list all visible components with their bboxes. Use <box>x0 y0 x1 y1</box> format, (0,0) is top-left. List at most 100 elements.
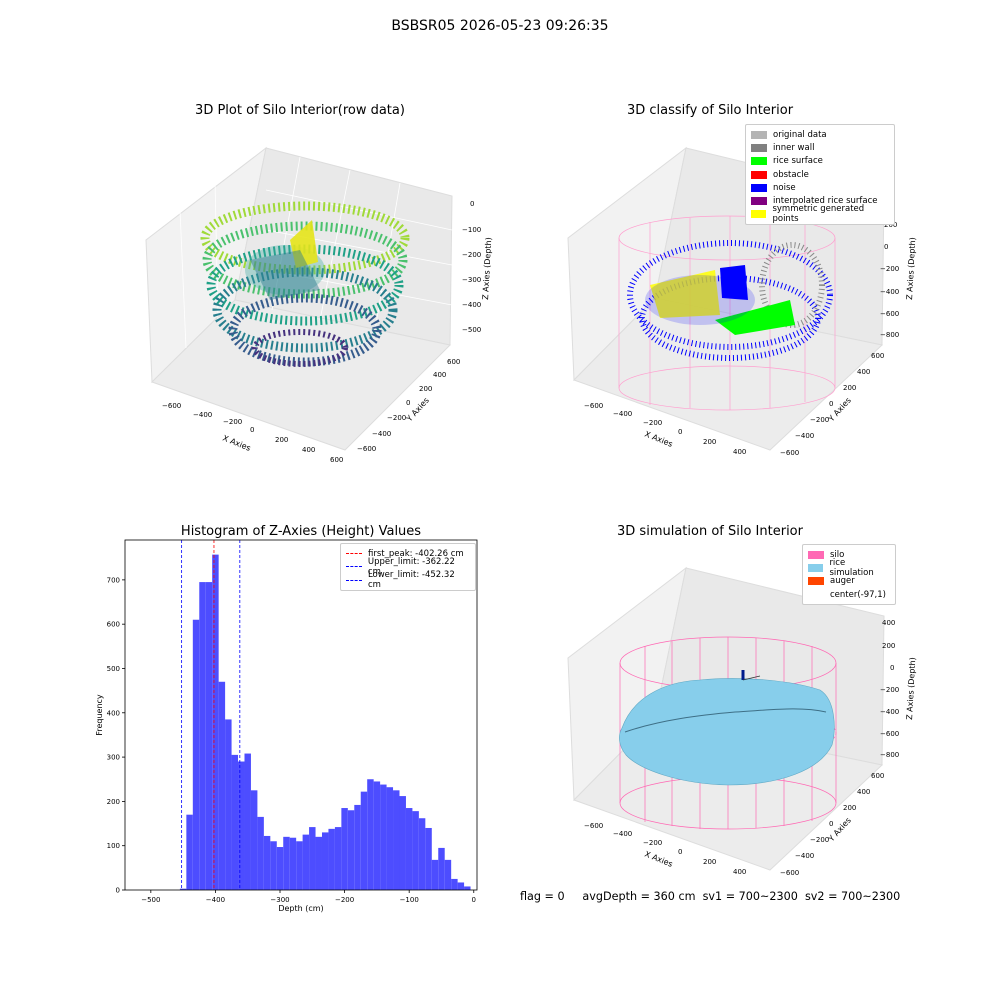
raw-y-tick: 400 <box>433 371 446 379</box>
histogram-bar <box>315 836 322 890</box>
histogram-bar <box>218 681 226 890</box>
classify-x-tick: 400 <box>733 448 746 456</box>
histogram-bar <box>263 835 271 890</box>
histogram-bar <box>250 790 258 890</box>
legend-item: Upper_limit: -362.22 cm <box>346 557 470 577</box>
legend-swatch <box>751 183 767 192</box>
simulation-x-tick: 200 <box>703 858 716 866</box>
histogram-bar <box>373 781 381 890</box>
simulation-x-tick: 400 <box>733 868 746 876</box>
histogram-bar <box>451 878 458 890</box>
classify-z-tick: −800 <box>880 331 899 339</box>
legend-label: rice surface <box>773 156 823 167</box>
legend-swatch <box>808 563 824 572</box>
classify-y-tick: −600 <box>780 449 799 457</box>
simulation-z-tick: −800 <box>880 751 899 759</box>
classify-z-tick: −600 <box>880 310 899 318</box>
simulation-x-tick: −600 <box>584 822 603 830</box>
raw-y-tick: 0 <box>406 399 410 407</box>
legend-item: rice simulation <box>808 558 890 578</box>
legend-swatch <box>751 197 767 206</box>
simulation-x-tick: −400 <box>613 830 632 838</box>
simulation-z-tick: 400 <box>882 619 895 627</box>
histogram-bar <box>354 804 361 890</box>
histogram-bar <box>192 619 200 890</box>
rice-surface-ridge <box>624 708 827 733</box>
classify-legend: original data inner wall rice surface ob… <box>745 124 895 226</box>
histogram-y-label: Frequency <box>95 694 104 736</box>
histogram-bar <box>321 832 329 890</box>
histogram-bar <box>431 859 439 890</box>
histogram-bar <box>367 779 374 890</box>
histogram-bar <box>289 837 297 890</box>
raw-z-tick: −100 <box>462 226 481 234</box>
legend-swatch <box>808 577 824 586</box>
histogram-x-tick-label: −400 <box>206 896 225 904</box>
histogram-bar <box>438 847 445 890</box>
classify-x-tick: 0 <box>678 428 682 436</box>
histogram-x-tick-label: −100 <box>400 896 419 904</box>
raw-pane-floor <box>151 299 452 451</box>
simulation-silo-wireframe <box>619 636 837 830</box>
raw-axis-ticks: −600 −400 −200 0 200 400 600 600 400 200… <box>162 200 481 464</box>
legend-item: symmetric generated points <box>751 204 889 224</box>
figure-title: BSBSR05 2026-05-23 09:26:35 <box>391 18 609 34</box>
legend-line <box>346 566 362 568</box>
classify-x-tick: −200 <box>643 419 662 427</box>
histogram-legend: first_peak: -402.26 cm Upper_limit: -362… <box>340 543 476 591</box>
histogram-bar <box>412 811 419 890</box>
histogram-bar <box>393 790 400 890</box>
simulation-z-label: Z Axies (Depth) <box>905 657 917 720</box>
classify-y-tick: −200 <box>810 416 829 424</box>
histogram-bar <box>244 753 251 890</box>
classify-plot-title: 3D classify of Silo Interior <box>626 103 794 118</box>
rice-surface <box>619 678 835 786</box>
histogram-bar <box>328 828 335 890</box>
histogram-y-tick-label: 100 <box>107 842 120 850</box>
simulation-z-tick: 200 <box>882 642 895 650</box>
simulation-axis-ticks: −600 −400 −200 0 200 400 600 400 200 0 −… <box>584 619 899 877</box>
histogram-bar <box>302 834 310 890</box>
classify-x-tick: 200 <box>703 438 716 446</box>
simulation-plot-title: 3D simulation of Silo Interior <box>617 524 803 539</box>
simulation-z-tick: −400 <box>880 708 899 716</box>
histogram-x-tick-label: −500 <box>141 896 160 904</box>
histogram-x-label: Depth (cm) <box>278 904 323 913</box>
histogram-bar <box>186 814 193 890</box>
classify-x-tick: −600 <box>584 402 603 410</box>
histogram-chart[interactable]: −500 −400 −300 −200 −100 0 0 100 200 300 400 500 60… <box>0 0 500 1000</box>
histogram-frame <box>124 539 478 891</box>
legend-label: first_peak: -402.26 cm <box>368 548 464 559</box>
histogram-x-tick-label: 0 <box>472 896 476 904</box>
histogram-bar <box>444 859 452 890</box>
histogram-x-ticks: −500 −400 −300 −200 −100 0 <box>141 890 476 904</box>
histogram-vlines <box>181 540 241 890</box>
histogram-x-tick-label: −200 <box>335 896 354 904</box>
histogram-bar <box>296 841 303 890</box>
raw-x-tick: 0 <box>250 426 254 434</box>
histogram-y-ticks: 0 100 200 300 400 500 600 700 <box>107 576 125 895</box>
histogram-bar <box>347 810 355 890</box>
legend-item: first_peak: -402.26 cm <box>346 547 470 560</box>
raw-z-tick: −400 <box>462 301 481 309</box>
classify-y-tick: 600 <box>871 352 884 360</box>
raw-3d-plot[interactable]: −600 −400 −200 0 200 400 600 600 400 200… <box>0 0 500 500</box>
classify-x-tick: −400 <box>613 410 632 418</box>
histogram-y-tick-label: 600 <box>107 621 120 629</box>
legend-item: obstacle <box>751 168 889 181</box>
histogram-bar <box>205 582 213 890</box>
histogram-bar <box>380 784 387 890</box>
legend-line <box>346 579 362 581</box>
legend-label: rice simulation <box>829 557 874 578</box>
legend-item: inner wall <box>751 141 889 154</box>
histogram-bar <box>270 841 277 890</box>
histogram-title: Histogram of Z-Axies (Height) Values <box>180 524 422 539</box>
auger <box>741 670 761 681</box>
histogram-bar <box>309 827 316 890</box>
legend-swatch <box>808 591 824 599</box>
simulation-y-tick: −600 <box>780 869 799 877</box>
raw-y-tick: −600 <box>357 445 376 453</box>
simulation-y-tick: 0 <box>829 820 833 828</box>
histogram-y-tick-label: 400 <box>107 709 120 717</box>
